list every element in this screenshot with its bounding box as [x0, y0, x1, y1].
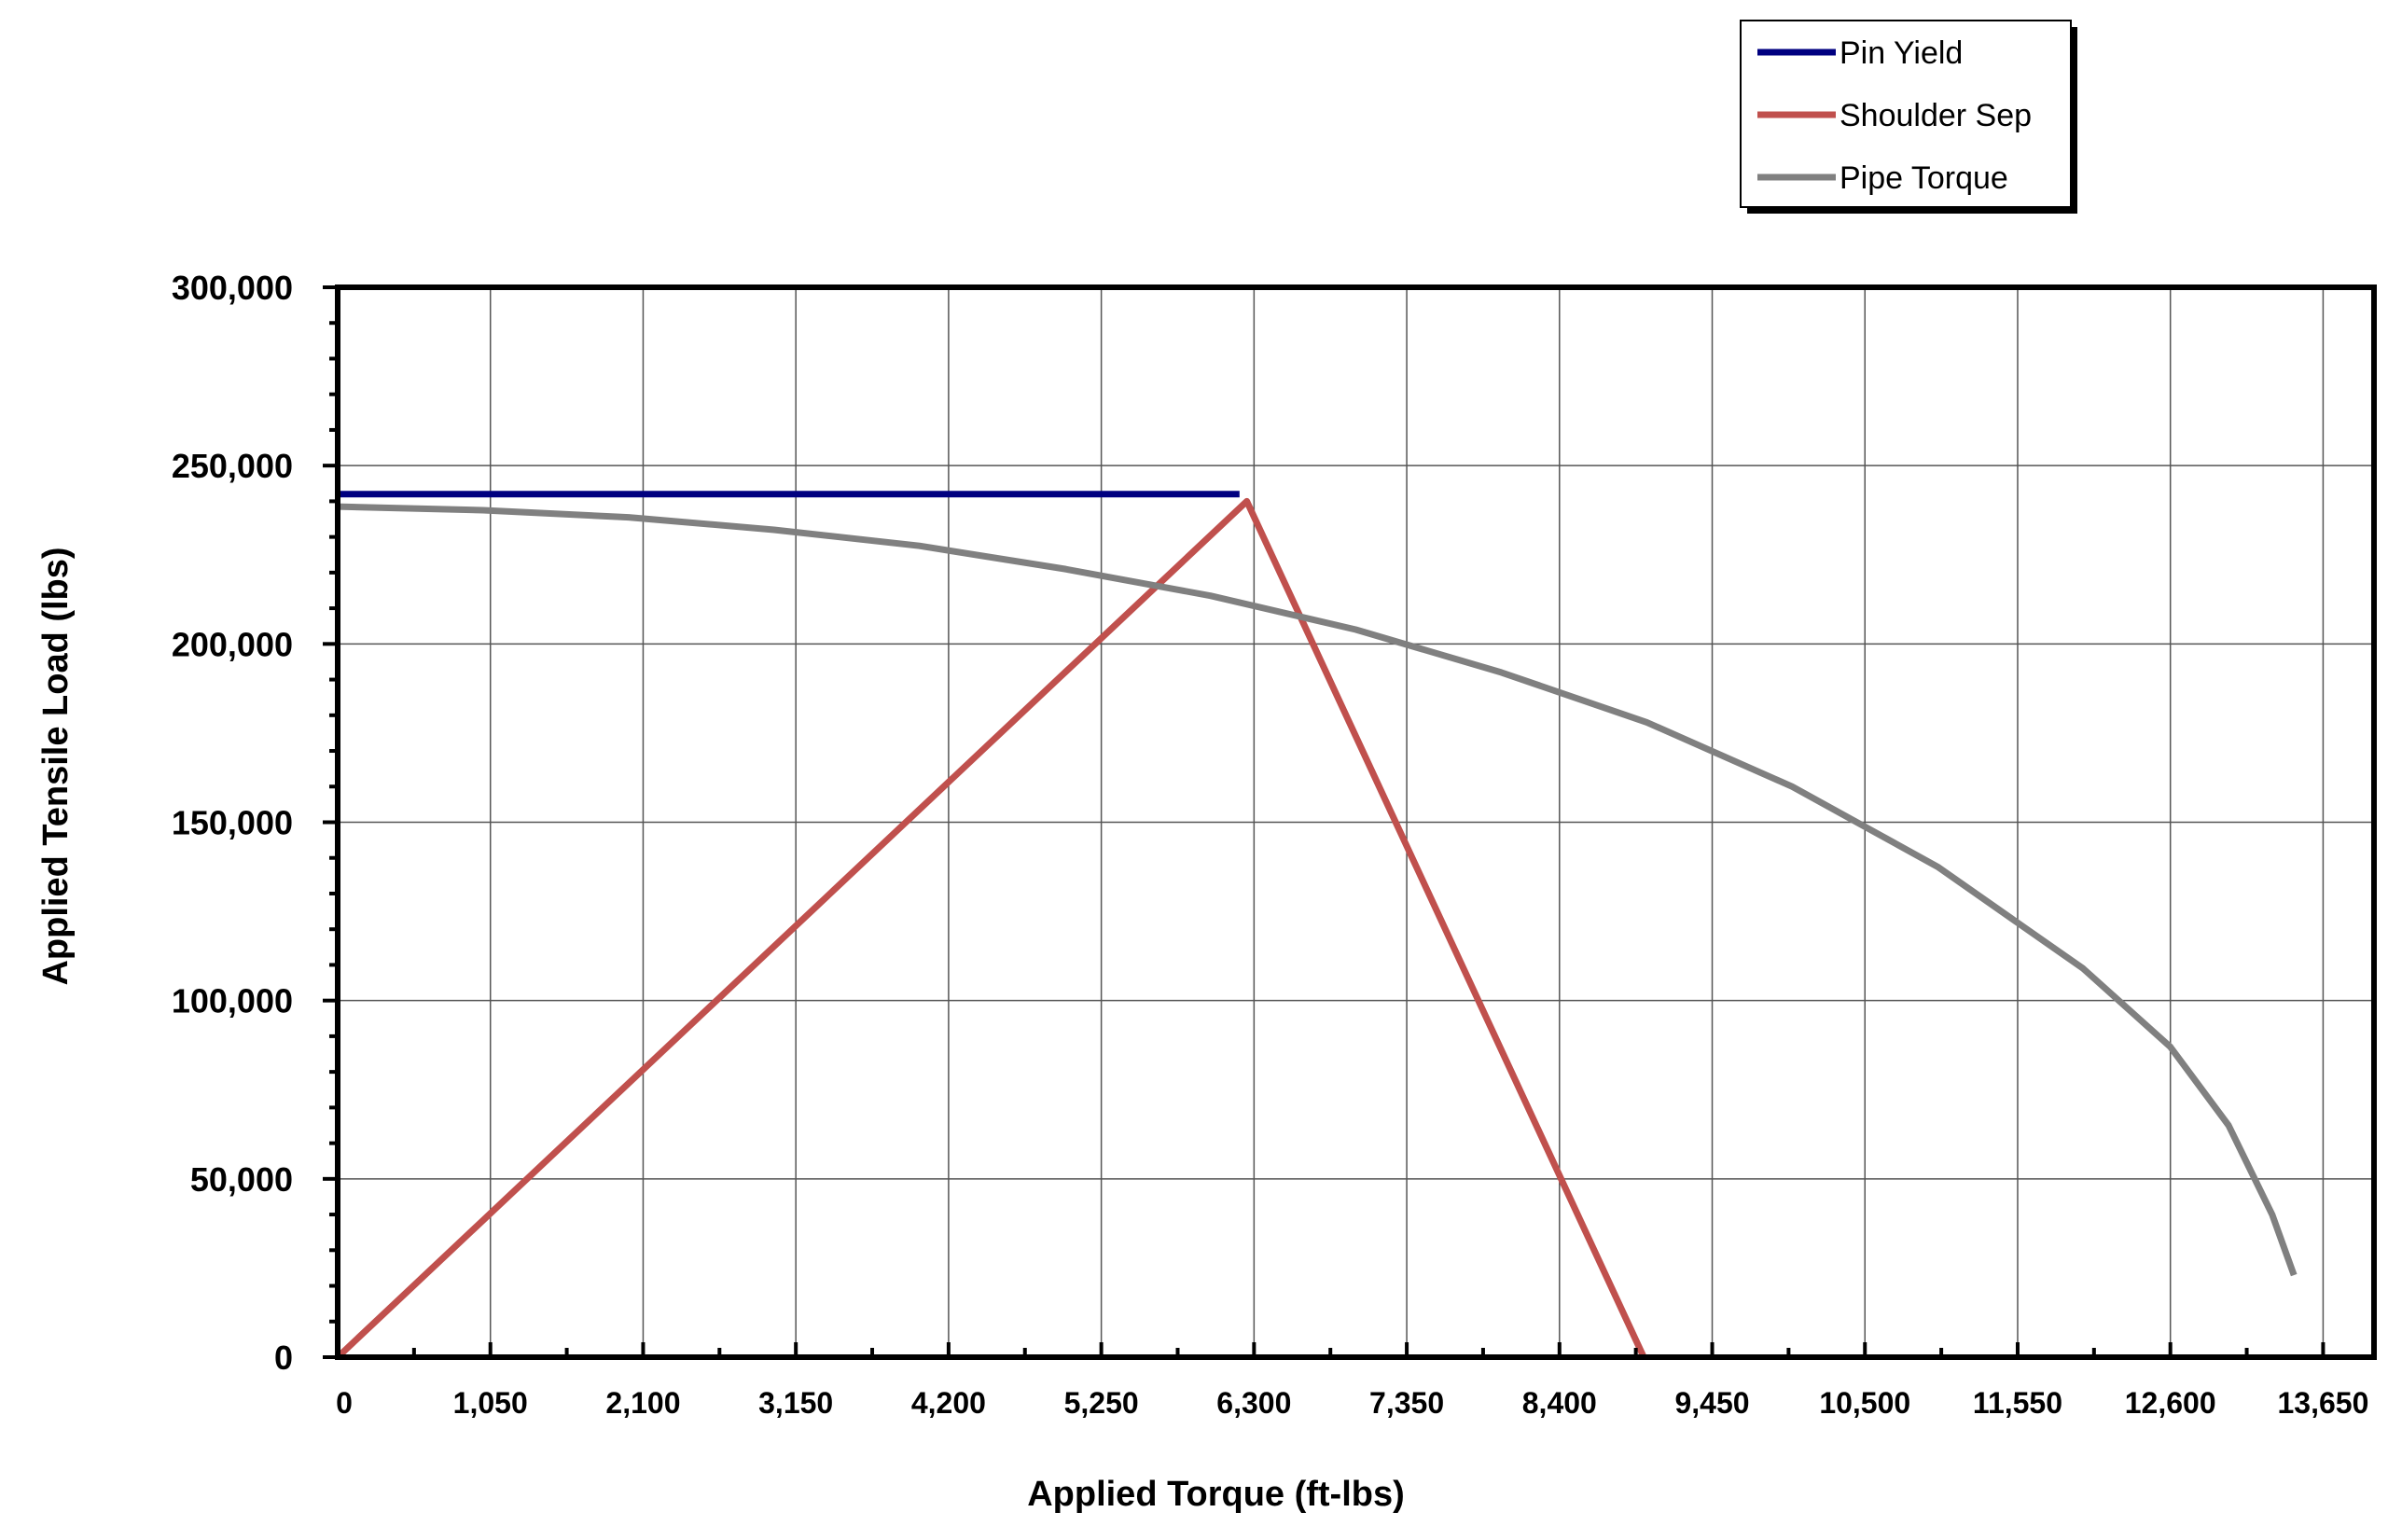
legend-label: Pipe Torque	[1840, 160, 2008, 196]
x-tick-label: 13,650	[2277, 1386, 2368, 1420]
axis-ticks	[323, 285, 2326, 1359]
y-tick-label: 50,000	[190, 1160, 293, 1199]
y-tick-label: 100,000	[172, 982, 293, 1020]
grid-lines	[338, 286, 2374, 1357]
x-tick-label: 4,200	[911, 1386, 986, 1420]
y-tick-label: 200,000	[172, 625, 293, 663]
y-tick-labels: 0 50,000 100,000 150,000 200,000 250,000 300,0…	[172, 269, 293, 1377]
x-tick-label: 3,150	[758, 1386, 833, 1420]
y-tick-label: 150,000	[172, 804, 293, 842]
x-tick-label: 1,050	[453, 1386, 528, 1420]
x-tick-label: 11,550	[1973, 1386, 2062, 1420]
x-tick-label: 0	[336, 1386, 353, 1420]
y-axis-title: Applied Tensile Load (lbs)	[36, 547, 76, 985]
x-tick-label: 6,300	[1216, 1386, 1291, 1420]
x-axis-title: Applied Torque (ft-lbs)	[1027, 1475, 1405, 1514]
y-tick-label: 300,000	[172, 269, 293, 307]
series-line-pipe-torque	[337, 503, 2298, 1277]
x-tick-label: 7,350	[1369, 1386, 1444, 1420]
legend: Pin Yield Shoulder Sep Pipe Torque	[1740, 20, 2077, 214]
x-tick-label: 9,450	[1674, 1386, 1749, 1420]
x-tick-labels: 0 1,050 2,100 3,150 4,200 5,250 6,300 7,350 8,40…	[336, 1386, 2368, 1420]
x-tick-label: 5,250	[1064, 1386, 1139, 1420]
y-tick-label: 250,000	[172, 447, 293, 485]
x-tick-label: 12,600	[2125, 1386, 2216, 1420]
series-line-shoulder-sep	[335, 497, 1647, 1360]
legend-label: Pin Yield	[1840, 35, 1963, 71]
legend-label: Shoulder Sep	[1840, 98, 2032, 133]
x-tick-label: 8,400	[1522, 1386, 1597, 1420]
x-tick-label: 2,100	[605, 1386, 680, 1420]
x-tick-label: 10,500	[1819, 1386, 1910, 1420]
series-lines	[335, 491, 2298, 1360]
y-tick-label: 0	[274, 1339, 293, 1377]
